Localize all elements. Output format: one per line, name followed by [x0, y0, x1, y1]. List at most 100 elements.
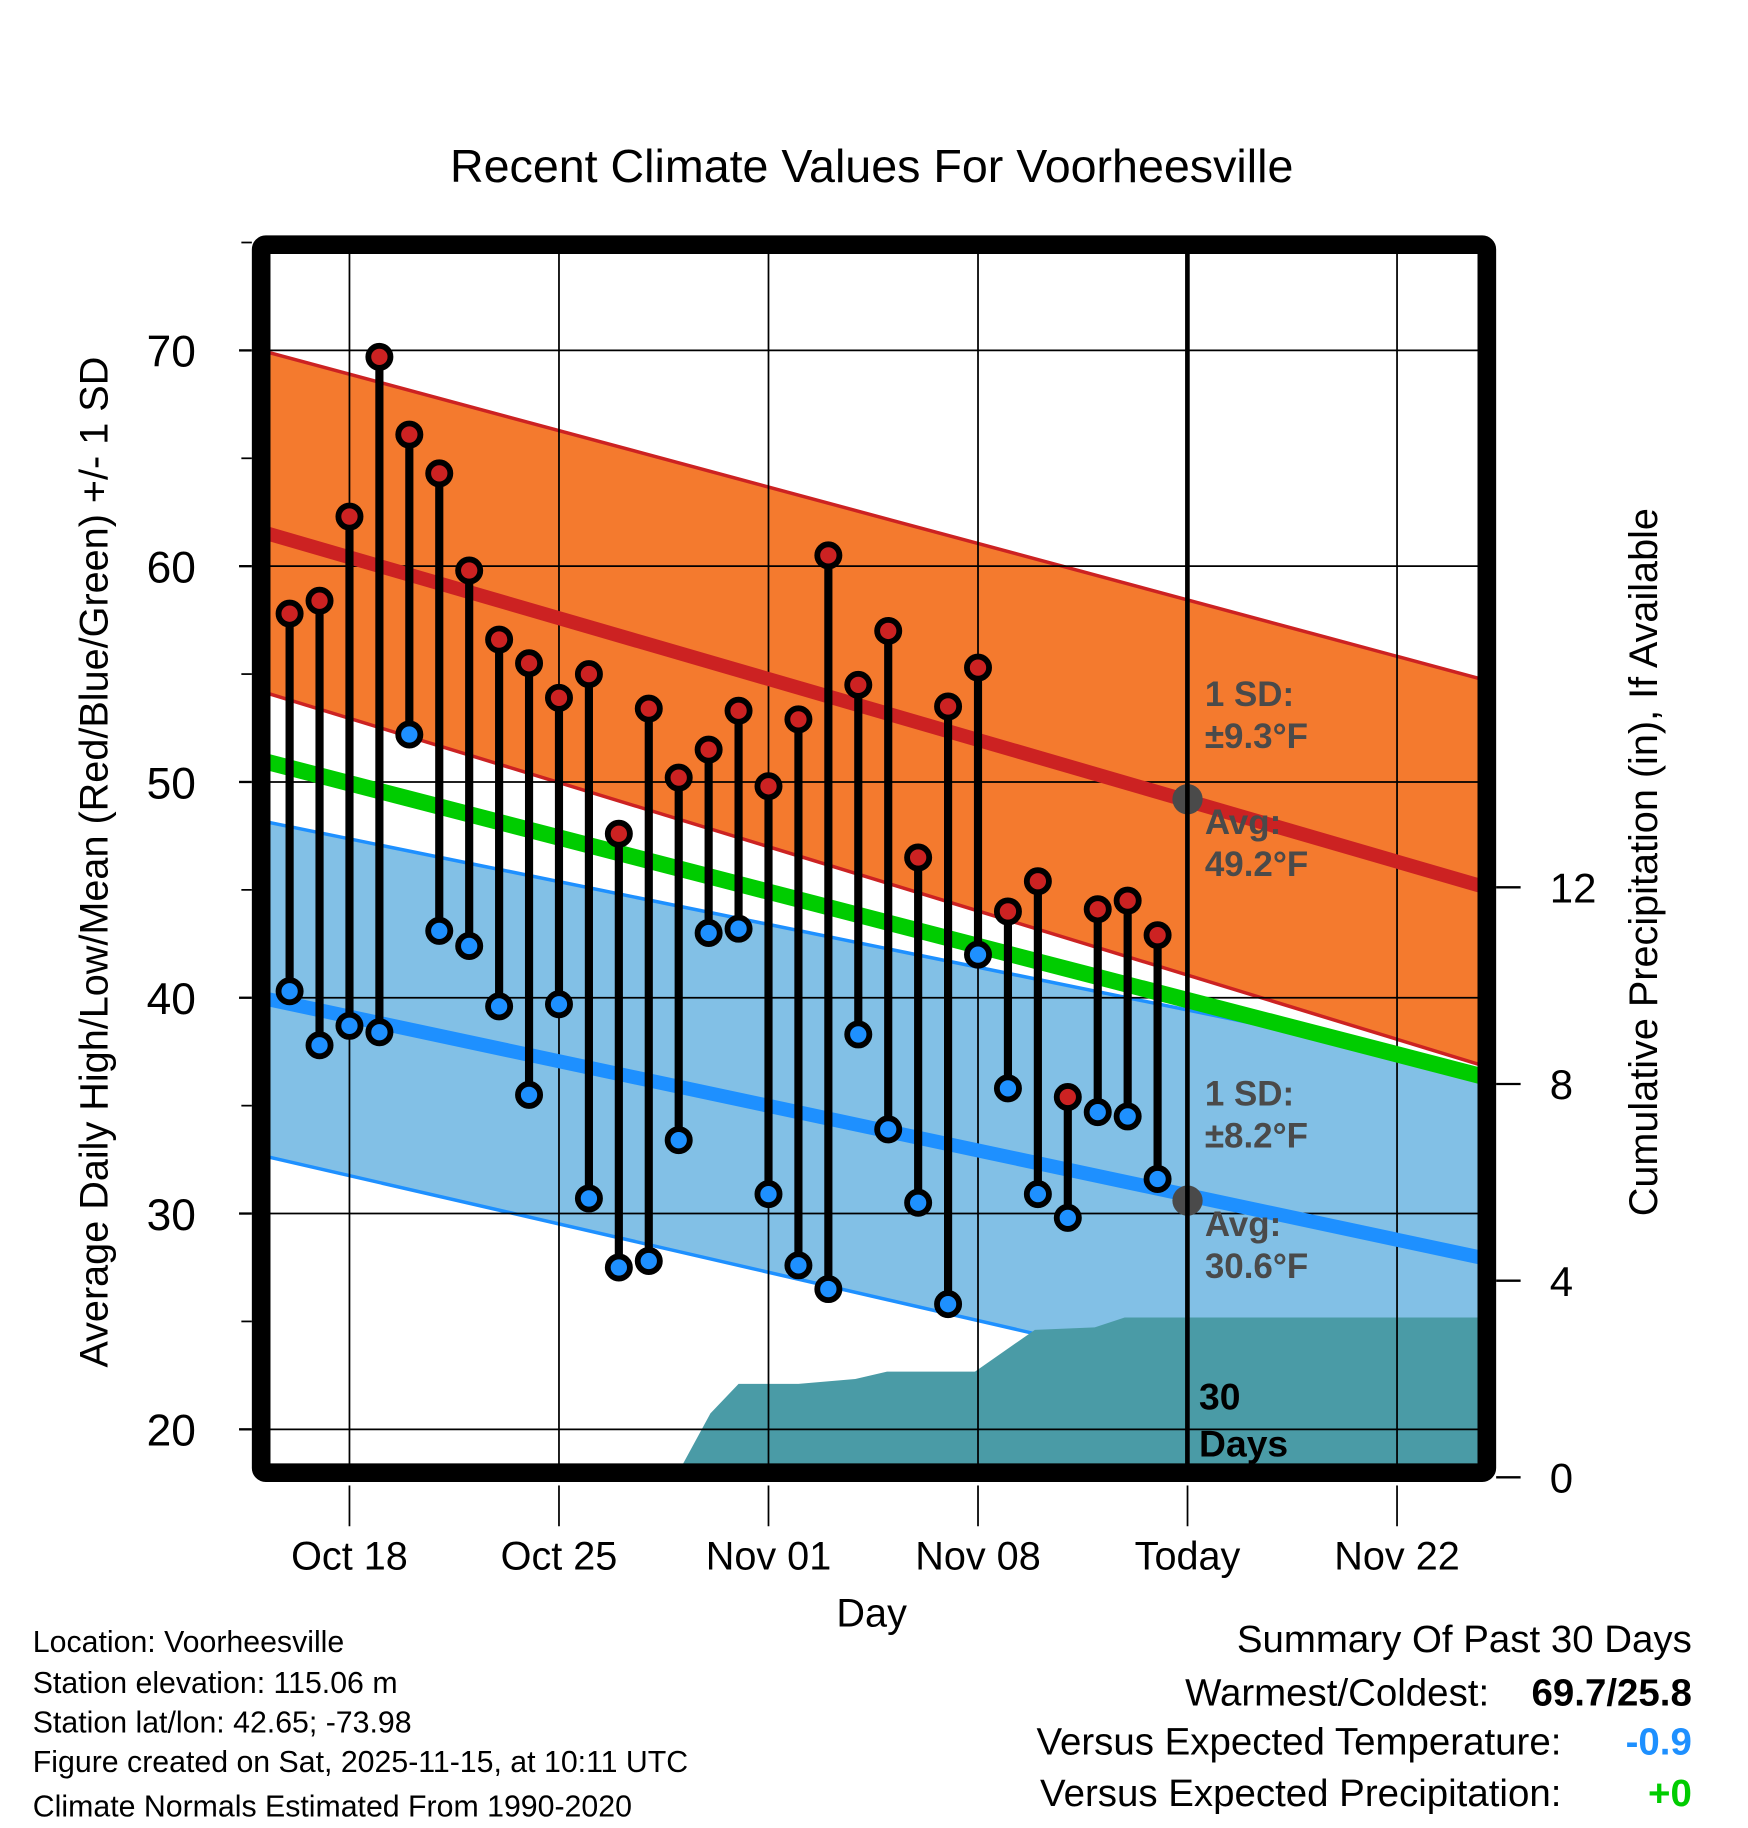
daily-high-point [874, 616, 903, 645]
daily-low-point [365, 1018, 394, 1047]
daily-high-point [1113, 886, 1142, 915]
window-days: Days [1199, 1422, 1288, 1464]
y-tick-label: 40 [147, 975, 196, 1024]
info-location: Location: Voorheesville [33, 1626, 344, 1659]
info-latlon: Station lat/lon: 42.65; -73.98 [33, 1706, 412, 1739]
daily-low-point [425, 916, 454, 945]
y-right-tick-label: 4 [1550, 1258, 1573, 1305]
axes: 20 30 40 50 60 70 0 4 8 12 Oct 18 Oct 25 Nov 01 Nov 0… [147, 241, 1597, 1578]
daily-high-point [365, 342, 394, 371]
daily-low-point [993, 1074, 1022, 1103]
daily-low-point [275, 977, 304, 1006]
x-tick-label: Oct 18 [291, 1534, 408, 1578]
daily-low-point [485, 992, 514, 1021]
daily-low-point [395, 720, 424, 749]
daily-low-point [1053, 1203, 1082, 1232]
daily-high-point [604, 819, 633, 848]
daily-high-point [664, 763, 693, 792]
daily-high-point [305, 586, 334, 615]
x-tick-label: Nov 08 [915, 1534, 1041, 1578]
precip-departure-label: Versus Expected Precipitation: [1040, 1772, 1561, 1815]
daily-high-point [335, 502, 364, 531]
x-tick-label: Nov 01 [706, 1534, 832, 1578]
daily-low-point [814, 1275, 843, 1304]
svg-text:Avg:49.2°F: Avg: 49.2°F [1205, 803, 1308, 884]
daily-high-point [993, 897, 1022, 926]
daily-high-point [784, 705, 813, 734]
daily-high-point [934, 692, 963, 721]
daily-low-point [1083, 1098, 1112, 1127]
daily-high-point [425, 459, 454, 488]
daily-low-point [694, 919, 723, 947]
daily-values [275, 342, 1172, 1319]
daily-high-point [844, 670, 873, 699]
summary-panel: Summary Of Past 30 Days Warmest/Coldest:… [1036, 1618, 1691, 1815]
station-info: Location: Voorheesville Station elevatio… [33, 1626, 688, 1823]
daily-high-point [485, 625, 514, 654]
temp-departure-label: Versus Expected Temperature: [1036, 1721, 1561, 1764]
y-tick-label: 70 [147, 328, 196, 377]
daily-low-point [634, 1247, 663, 1275]
daily-low-point [664, 1126, 693, 1155]
svg-text:1 SD:±9.3°F: 1 SD: ±9.3°F [1205, 675, 1308, 756]
daily-low-point [515, 1080, 544, 1109]
high-sd-value: ±9.3°F [1205, 717, 1308, 756]
annotations: 1 SD: ±9.3°F Avg: 49.2°F 1 SD: ±8.2°F Avg: 3… [1199, 675, 1308, 1464]
daily-low-point [544, 990, 573, 1019]
daily-high-point [1053, 1083, 1082, 1111]
daily-high-point [904, 843, 933, 872]
daily-high-point [694, 735, 723, 764]
daily-high-point [275, 599, 304, 628]
summary-title: Summary Of Past 30 Days [1237, 1618, 1692, 1661]
low-avg-label: Avg: [1205, 1205, 1281, 1244]
precipitation-area [261, 1317, 1487, 1478]
daily-low-point [1023, 1180, 1052, 1209]
window-number: 30 [1199, 1376, 1240, 1418]
daily-high-point [515, 649, 544, 678]
high-avg-value: 49.2°F [1205, 845, 1308, 884]
daily-high-point [1023, 867, 1052, 896]
daily-high-point [1143, 921, 1172, 950]
y-axis-right-label: Cumulative Precipitation (in), If Availa… [1622, 508, 1666, 1216]
warmest-coldest-label: Warmest/Coldest: [1185, 1672, 1489, 1715]
daily-low-point [874, 1115, 903, 1144]
warmest-coldest-value: 69.7/25.8 [1532, 1672, 1692, 1715]
chart-title: Recent Climate Values For Voorheesville [450, 140, 1293, 192]
precip-departure-value: +0 [1648, 1772, 1692, 1815]
daily-low-point [784, 1251, 813, 1280]
low-sd-value: ±8.2°F [1205, 1117, 1308, 1156]
info-normals: Climate Normals Estimated From 1990-2020 [33, 1790, 632, 1823]
x-axis-label: Day [836, 1591, 907, 1635]
y-right-tick-label: 12 [1550, 864, 1597, 911]
svg-text:Avg:30.6°F: Avg: 30.6°F [1205, 1205, 1308, 1286]
y-tick-label: 20 [147, 1407, 196, 1456]
svg-text:1 SD:±8.2°F: 1 SD: ±8.2°F [1205, 1075, 1308, 1156]
y-right-tick-label: 8 [1550, 1061, 1573, 1108]
daily-high-point [455, 556, 484, 585]
high-avg-label: Avg: [1205, 803, 1281, 842]
daily-high-point [634, 694, 663, 723]
daily-high-point [724, 696, 753, 725]
low-avg-value: 30.6°F [1205, 1247, 1308, 1286]
daily-low-point [604, 1253, 633, 1282]
y-tick-label: 60 [147, 543, 196, 592]
cumulative-precip-area [261, 1317, 1487, 1478]
daily-low-point [724, 914, 753, 943]
high-sd-upper-edge [260, 348, 1488, 683]
daily-low-point [934, 1290, 963, 1319]
daily-low-point [754, 1180, 783, 1209]
y-tick-label: 50 [147, 759, 196, 808]
daily-high-point [544, 683, 573, 712]
info-elevation: Station elevation: 115.06 m [33, 1667, 398, 1700]
y-axis-label: Average Daily High/Low/Mean (Red/Blue/Gr… [72, 357, 116, 1368]
daily-high-point [814, 541, 843, 570]
daily-low-point [844, 1020, 873, 1049]
high-sd-label: 1 SD: [1205, 675, 1294, 714]
daily-high-point [574, 660, 603, 689]
daily-high-point [964, 653, 992, 682]
x-tick-label: Today [1135, 1534, 1241, 1578]
y-right-tick-label: 0 [1550, 1454, 1573, 1501]
y-tick-label: 30 [147, 1191, 196, 1240]
